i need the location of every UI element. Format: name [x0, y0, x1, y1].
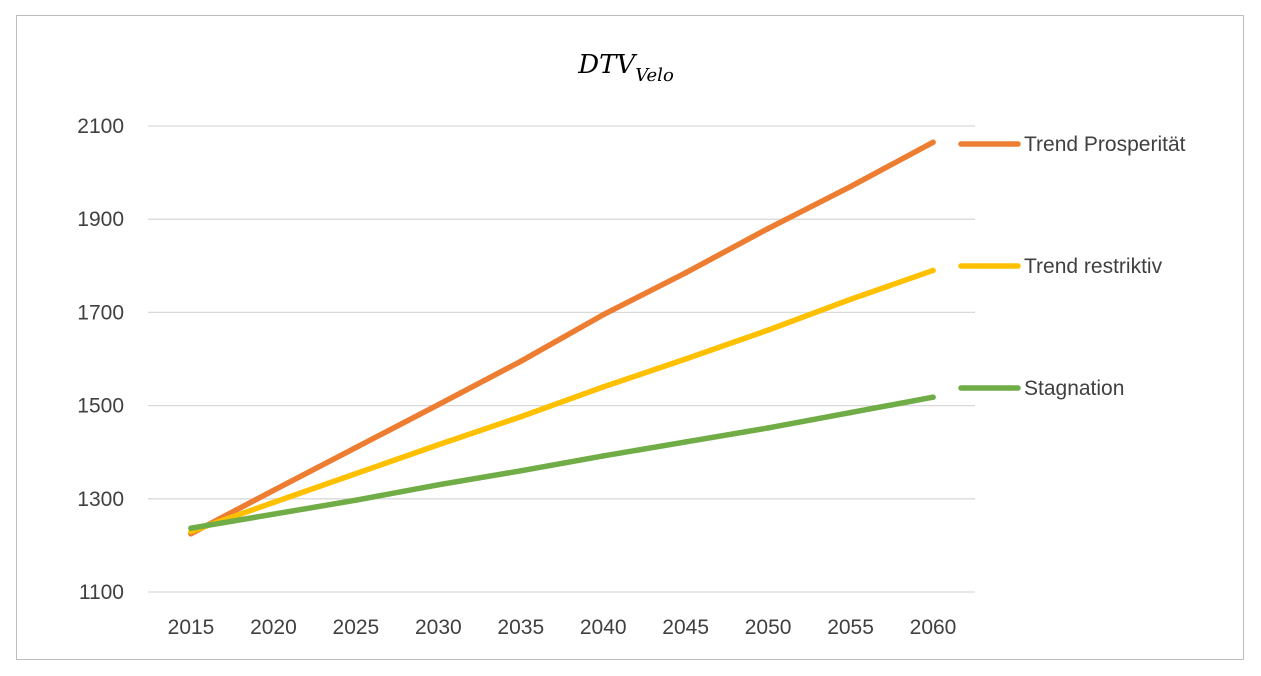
y-tick-label: 1700 — [77, 301, 124, 324]
x-axis-ticks: 2015 2020 2025 2030 2035 2040 2045 2050 2055 2060 — [168, 616, 957, 639]
y-axis-ticks: 1100 1300 1500 1700 1900 2100 — [77, 115, 124, 604]
data-point — [765, 225, 771, 232]
data-point — [270, 499, 277, 506]
y-tick-label: 1300 — [77, 488, 124, 511]
chart-title: DTVVelo — [577, 50, 674, 86]
chart-title-subscript: Velo — [635, 65, 674, 86]
data-point — [353, 444, 359, 451]
x-tick-label: 2045 — [662, 616, 709, 639]
series-line — [188, 139, 936, 537]
data-point — [930, 267, 936, 274]
x-tick-label: 2020 — [250, 616, 297, 639]
legend-label: Stagnation — [1024, 377, 1124, 400]
series-2 — [188, 394, 936, 531]
x-tick-label: 2060 — [910, 616, 957, 639]
data-point — [517, 468, 524, 474]
data-point — [270, 487, 277, 494]
series-1 — [188, 267, 936, 535]
x-tick-label: 2040 — [580, 616, 627, 639]
data-point — [847, 296, 854, 303]
data-point — [600, 311, 607, 318]
data-point — [353, 497, 359, 503]
y-tick-label: 2100 — [77, 115, 124, 138]
x-tick-label: 2030 — [415, 616, 462, 639]
data-point — [847, 183, 854, 190]
data-point — [270, 511, 277, 517]
data-point — [765, 327, 771, 333]
series-line — [188, 267, 936, 535]
data-point — [600, 384, 607, 390]
legend: Trend Prosperität Trend restriktiv Stagnat… — [958, 133, 1186, 400]
data-point — [353, 470, 359, 477]
x-tick-label: 2025 — [333, 616, 380, 639]
series-line — [188, 394, 936, 531]
y-tick-label: 1100 — [79, 581, 124, 604]
data-point — [435, 401, 442, 408]
chart-title-main: DTV — [577, 50, 637, 80]
data-point — [600, 453, 607, 459]
data-point — [517, 413, 524, 420]
x-tick-label: 2035 — [497, 616, 544, 639]
gridlines — [148, 125, 975, 593]
data-point — [517, 358, 524, 365]
data-point — [435, 482, 442, 488]
data-point — [930, 139, 936, 146]
series-0 — [188, 139, 936, 537]
y-tick-label: 1900 — [77, 208, 124, 231]
data-point — [682, 356, 689, 362]
data-point — [682, 269, 689, 276]
data-point — [435, 441, 442, 448]
y-tick-label: 1500 — [77, 395, 124, 418]
data-point — [930, 394, 936, 401]
series-lines — [188, 139, 936, 537]
legend-label: Trend restriktiv — [1024, 255, 1163, 278]
data-point — [765, 425, 771, 431]
x-tick-label: 2050 — [745, 616, 792, 639]
data-point — [682, 439, 689, 445]
x-tick-label: 2015 — [168, 616, 215, 639]
x-tick-label: 2055 — [827, 616, 874, 639]
data-point — [188, 525, 194, 531]
chart-frame — [16, 15, 1244, 660]
data-point — [847, 409, 854, 416]
legend-label: Trend Prosperität — [1024, 133, 1186, 156]
